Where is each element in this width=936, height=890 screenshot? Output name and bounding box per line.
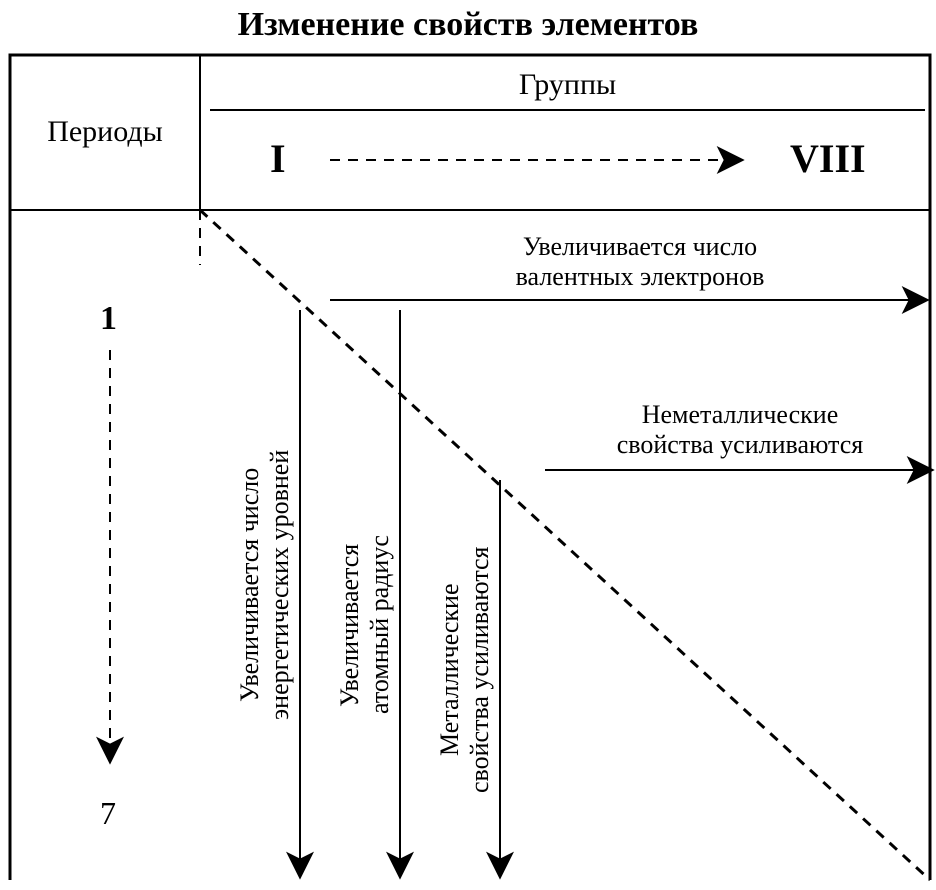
period-end-numeral: 7 <box>100 795 116 832</box>
energy-levels-label: Увеличивается число энергетических уровн… <box>235 330 295 840</box>
period-start-numeral: 1 <box>100 300 117 338</box>
nonmetallic-label: Неметаллические свойства усиливаются <box>555 400 925 460</box>
valence-electrons-label: Увеличивается число валентных электронов <box>370 232 910 292</box>
metallic-label: Металлические свойства усиливаются <box>435 490 495 850</box>
groups-label: Группы <box>210 68 925 102</box>
group-end-numeral: VIII <box>790 135 866 182</box>
group-start-numeral: I <box>270 135 286 182</box>
periods-label: Периоды <box>20 115 190 149</box>
atomic-radius-label: Увеличивается атомный радиус <box>335 405 395 845</box>
